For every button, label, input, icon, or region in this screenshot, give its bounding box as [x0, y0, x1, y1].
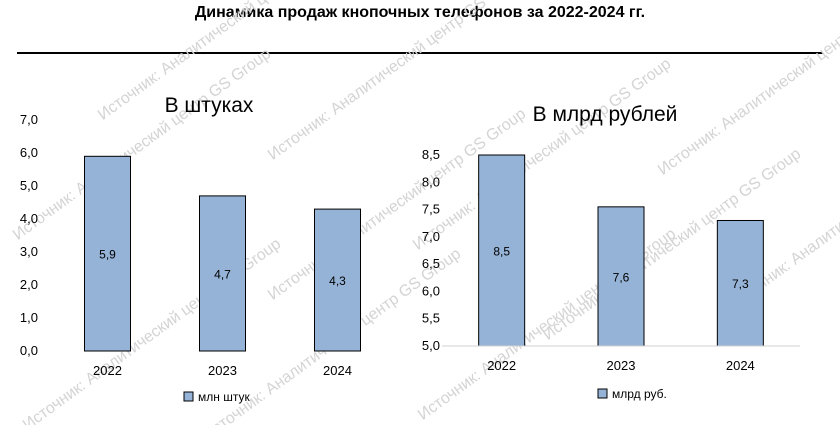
y-tick-label: 6,0 [422, 283, 440, 298]
x-tick-label: 2022 [487, 358, 516, 373]
y-tick-label: 7,0 [20, 112, 38, 127]
bar-value-label: 4,3 [329, 274, 346, 288]
bar [314, 208, 361, 352]
bar [84, 155, 131, 352]
bar-value-label: 7,6 [613, 270, 630, 284]
bar [199, 195, 246, 352]
y-tick-label: 1,0 [20, 310, 38, 325]
x-tick-label: 2022 [93, 363, 122, 378]
legend-swatch [183, 391, 194, 402]
bar [716, 219, 764, 347]
y-tick-label: 2,0 [20, 277, 38, 292]
y-tick-label: 8,5 [422, 147, 440, 162]
bar [478, 154, 526, 347]
page-title: Динамика продаж кнопочных телефонов за 2… [194, 4, 646, 21]
bar-value-label: 5,9 [99, 248, 116, 262]
chart-title: В штуках [165, 94, 254, 117]
y-tick-label: 6,0 [20, 145, 38, 160]
y-tick-label: 4,0 [20, 211, 38, 226]
chart-units: В штуках 0,0 1,0 2,0 3,0 4,0 5,0 6,0 7,0 5,9 2022 4… [20, 94, 361, 404]
y-tick-label: 5,0 [20, 178, 38, 193]
chart-rubles: В млрд рублей 5,0 5,5 6,0 6,5 7,0 7,5 8,0 8,5 8,5… [422, 103, 800, 401]
bar-value-label: 4,7 [214, 267, 231, 281]
x-tick-label: 2024 [726, 358, 755, 373]
chart-title: В млрд рублей [533, 103, 678, 126]
y-tick-label: 0,0 [20, 343, 38, 358]
legend-label: млрд руб. [612, 387, 667, 401]
y-tick-label: 5,5 [422, 311, 440, 326]
x-tick-label: 2023 [208, 363, 237, 378]
x-tick-label: 2024 [323, 363, 352, 378]
bar-value-label: 7,3 [732, 277, 749, 291]
y-tick-label: 7,0 [422, 229, 440, 244]
y-tick-label: 8,0 [422, 174, 440, 189]
y-tick-label: 5,0 [422, 338, 440, 353]
legend-label: млн штук [198, 390, 250, 404]
y-tick-label: 7,5 [422, 202, 440, 217]
bar [597, 206, 645, 347]
legend-swatch [597, 388, 608, 399]
bar-value-label: 8,5 [493, 245, 510, 259]
y-tick-label: 3,0 [20, 244, 38, 259]
y-tick-label: 6,5 [422, 256, 440, 271]
title-divider [17, 52, 823, 54]
x-tick-label: 2023 [607, 358, 636, 373]
